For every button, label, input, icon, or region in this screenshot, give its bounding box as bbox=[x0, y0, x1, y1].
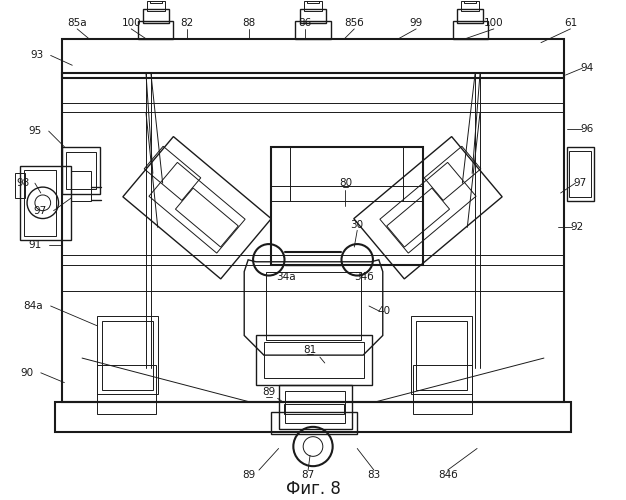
Bar bbox=[570, 150, 591, 197]
Bar bbox=[256, 336, 372, 384]
Bar bbox=[63, 73, 563, 402]
Bar bbox=[143, 9, 168, 23]
Text: 98: 98 bbox=[16, 178, 30, 188]
Text: 81: 81 bbox=[304, 345, 317, 355]
Text: 87: 87 bbox=[302, 470, 315, 480]
Bar bbox=[15, 174, 25, 198]
Text: 93: 93 bbox=[30, 50, 44, 60]
Bar bbox=[20, 166, 71, 240]
Bar bbox=[464, 0, 476, 4]
Text: 84a: 84a bbox=[23, 301, 43, 311]
Bar bbox=[150, 0, 162, 4]
Bar bbox=[300, 9, 326, 23]
Text: 94: 94 bbox=[580, 63, 594, 73]
Bar bbox=[71, 172, 91, 201]
Text: 85б: 85б bbox=[344, 18, 364, 28]
Text: 86: 86 bbox=[299, 18, 312, 28]
Text: 83: 83 bbox=[367, 470, 381, 480]
Text: 85a: 85a bbox=[68, 18, 87, 28]
Bar bbox=[279, 384, 352, 429]
Text: 34б: 34б bbox=[354, 272, 374, 281]
Text: 82: 82 bbox=[181, 18, 194, 28]
Bar bbox=[416, 320, 467, 390]
Bar bbox=[264, 342, 364, 378]
Bar bbox=[295, 21, 331, 38]
Bar bbox=[461, 2, 479, 11]
Bar bbox=[567, 147, 594, 201]
Bar bbox=[63, 147, 100, 194]
Text: 40: 40 bbox=[377, 306, 390, 316]
Text: 91: 91 bbox=[28, 240, 41, 250]
Text: 97: 97 bbox=[573, 178, 587, 188]
Bar bbox=[284, 404, 344, 414]
Bar bbox=[271, 147, 423, 264]
Bar bbox=[271, 412, 357, 434]
Text: 90: 90 bbox=[21, 368, 34, 378]
Bar bbox=[24, 170, 56, 236]
Text: 61: 61 bbox=[564, 18, 577, 28]
Text: 96: 96 bbox=[580, 124, 594, 134]
Bar bbox=[102, 320, 153, 390]
Text: 100: 100 bbox=[121, 18, 141, 28]
Text: 95: 95 bbox=[28, 126, 41, 136]
Text: Фиг. 8: Фиг. 8 bbox=[285, 480, 341, 498]
Bar bbox=[458, 9, 483, 23]
Text: 80: 80 bbox=[339, 178, 352, 188]
Bar bbox=[97, 316, 158, 394]
Text: 97: 97 bbox=[33, 206, 46, 216]
Bar bbox=[453, 21, 488, 38]
Text: 99: 99 bbox=[409, 18, 423, 28]
Bar bbox=[54, 402, 572, 432]
Bar bbox=[411, 316, 472, 394]
Bar bbox=[147, 2, 165, 11]
Text: 89: 89 bbox=[242, 470, 256, 480]
Bar bbox=[266, 272, 361, 340]
Bar bbox=[63, 38, 563, 78]
Bar bbox=[413, 365, 472, 414]
Text: 88: 88 bbox=[242, 18, 256, 28]
Bar bbox=[138, 21, 173, 38]
Text: 34a: 34a bbox=[275, 272, 295, 281]
Bar bbox=[307, 0, 319, 4]
Bar bbox=[97, 365, 156, 414]
Bar bbox=[285, 390, 346, 423]
Bar bbox=[304, 2, 322, 11]
Bar bbox=[66, 152, 96, 189]
Text: 89: 89 bbox=[262, 388, 275, 398]
Text: 92: 92 bbox=[571, 222, 584, 232]
Text: 84б: 84б bbox=[438, 470, 458, 480]
Text: 30: 30 bbox=[351, 220, 364, 230]
Text: 100: 100 bbox=[484, 18, 503, 28]
